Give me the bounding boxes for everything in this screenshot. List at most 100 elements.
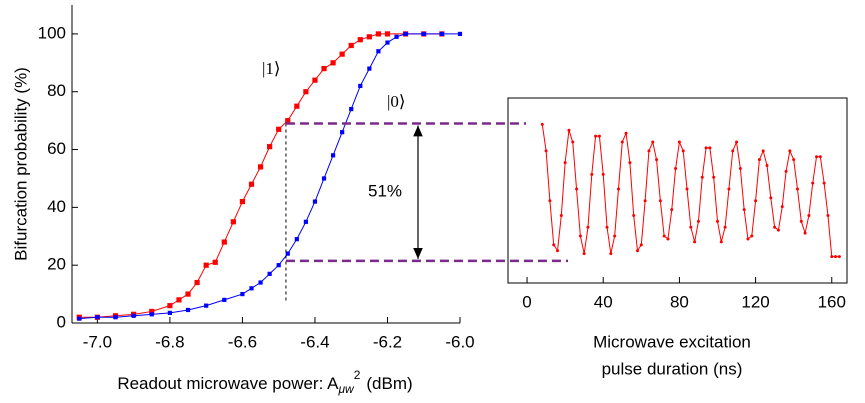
data-point xyxy=(303,89,309,95)
data-point xyxy=(780,205,784,209)
data-point xyxy=(738,166,742,170)
data-point xyxy=(249,286,254,291)
data-point xyxy=(194,279,200,286)
data-point xyxy=(655,158,659,162)
data-point xyxy=(340,130,345,135)
data-point xyxy=(674,166,678,170)
data-point xyxy=(77,316,82,321)
state-label: |0⟩ xyxy=(387,92,406,111)
data-point xyxy=(837,255,841,259)
state-label: |1⟩ xyxy=(262,59,281,78)
data-point xyxy=(696,219,700,223)
y-tick-label: 40 xyxy=(47,197,66,216)
data-point xyxy=(715,219,719,223)
data-point xyxy=(149,312,154,317)
data-point xyxy=(113,315,118,320)
data-point xyxy=(358,83,363,89)
data-point xyxy=(321,176,327,181)
data-point xyxy=(620,140,624,144)
data-point xyxy=(746,237,750,241)
data-point xyxy=(632,213,636,217)
data-point xyxy=(312,77,318,83)
data-point xyxy=(185,307,191,313)
x-tick-label: -6.8 xyxy=(155,332,184,351)
data-point xyxy=(784,169,788,173)
plot-frame xyxy=(507,97,848,284)
data-point xyxy=(149,308,155,315)
data-point xyxy=(167,303,173,309)
x-label-unit: (dBm) xyxy=(366,374,412,393)
data-point xyxy=(727,187,731,191)
x-axis-label: Readout microwave power: Aμw2 (dBm) xyxy=(117,368,412,396)
data-point xyxy=(624,131,628,135)
data-point xyxy=(815,155,819,159)
data-point xyxy=(636,249,640,253)
data-point xyxy=(769,196,773,200)
data-point xyxy=(95,315,100,320)
data-point xyxy=(601,172,605,176)
x-axis-label: pulse duration (ns) xyxy=(602,359,743,378)
x-tick-label: 80 xyxy=(670,292,689,311)
x-tick-label: -7.0 xyxy=(83,332,112,351)
data-point xyxy=(552,243,556,247)
data-point xyxy=(276,126,282,132)
data-point xyxy=(571,140,575,144)
series-line xyxy=(541,124,840,258)
y-tick-label: 80 xyxy=(47,81,66,100)
data-point xyxy=(212,259,218,265)
data-point xyxy=(681,149,685,153)
data-point xyxy=(735,140,739,144)
data-point xyxy=(421,31,426,37)
difference-label: 51% xyxy=(368,182,402,201)
data-point xyxy=(222,297,227,302)
data-point xyxy=(658,199,662,203)
data-point xyxy=(609,252,613,256)
x-tick-label: 40 xyxy=(594,292,613,311)
data-point xyxy=(239,198,246,205)
data-point xyxy=(613,234,617,238)
x-label-sub: μw xyxy=(337,382,355,396)
data-point xyxy=(376,49,381,54)
y-tick-label: 20 xyxy=(47,255,66,274)
data-point xyxy=(330,153,336,158)
data-point xyxy=(788,149,792,153)
data-point xyxy=(750,234,754,238)
data-point xyxy=(719,240,723,244)
data-point xyxy=(700,175,704,179)
x-tick-label: -6.2 xyxy=(373,332,402,351)
y-tick-label: 0 xyxy=(57,312,66,331)
data-point xyxy=(586,225,590,229)
data-point xyxy=(167,310,173,315)
data-point xyxy=(723,225,727,229)
data-point xyxy=(375,31,382,37)
data-point xyxy=(708,146,712,150)
data-point xyxy=(348,42,354,49)
data-point xyxy=(575,187,579,191)
series-line xyxy=(79,33,442,318)
data-point xyxy=(131,313,136,318)
data-point xyxy=(267,271,272,276)
data-point xyxy=(204,303,209,308)
x-label-sup: 2 xyxy=(354,368,361,382)
data-point xyxy=(830,255,834,259)
data-point xyxy=(203,262,209,268)
data-point xyxy=(563,161,567,165)
data-point xyxy=(294,103,300,109)
data-point xyxy=(792,158,796,162)
data-point xyxy=(605,225,609,229)
data-point xyxy=(704,146,708,150)
data-point xyxy=(643,199,647,203)
data-point xyxy=(818,155,822,159)
data-point xyxy=(185,291,191,297)
data-point xyxy=(176,297,182,303)
data-point xyxy=(712,175,716,179)
data-point xyxy=(761,149,765,153)
data-point xyxy=(544,149,548,153)
data-point xyxy=(257,164,264,170)
data-point xyxy=(276,263,281,268)
data-point xyxy=(651,140,655,144)
y-axis-label: Bifurcation probability (%) xyxy=(11,67,30,261)
data-point xyxy=(670,208,674,212)
data-point xyxy=(230,219,236,225)
